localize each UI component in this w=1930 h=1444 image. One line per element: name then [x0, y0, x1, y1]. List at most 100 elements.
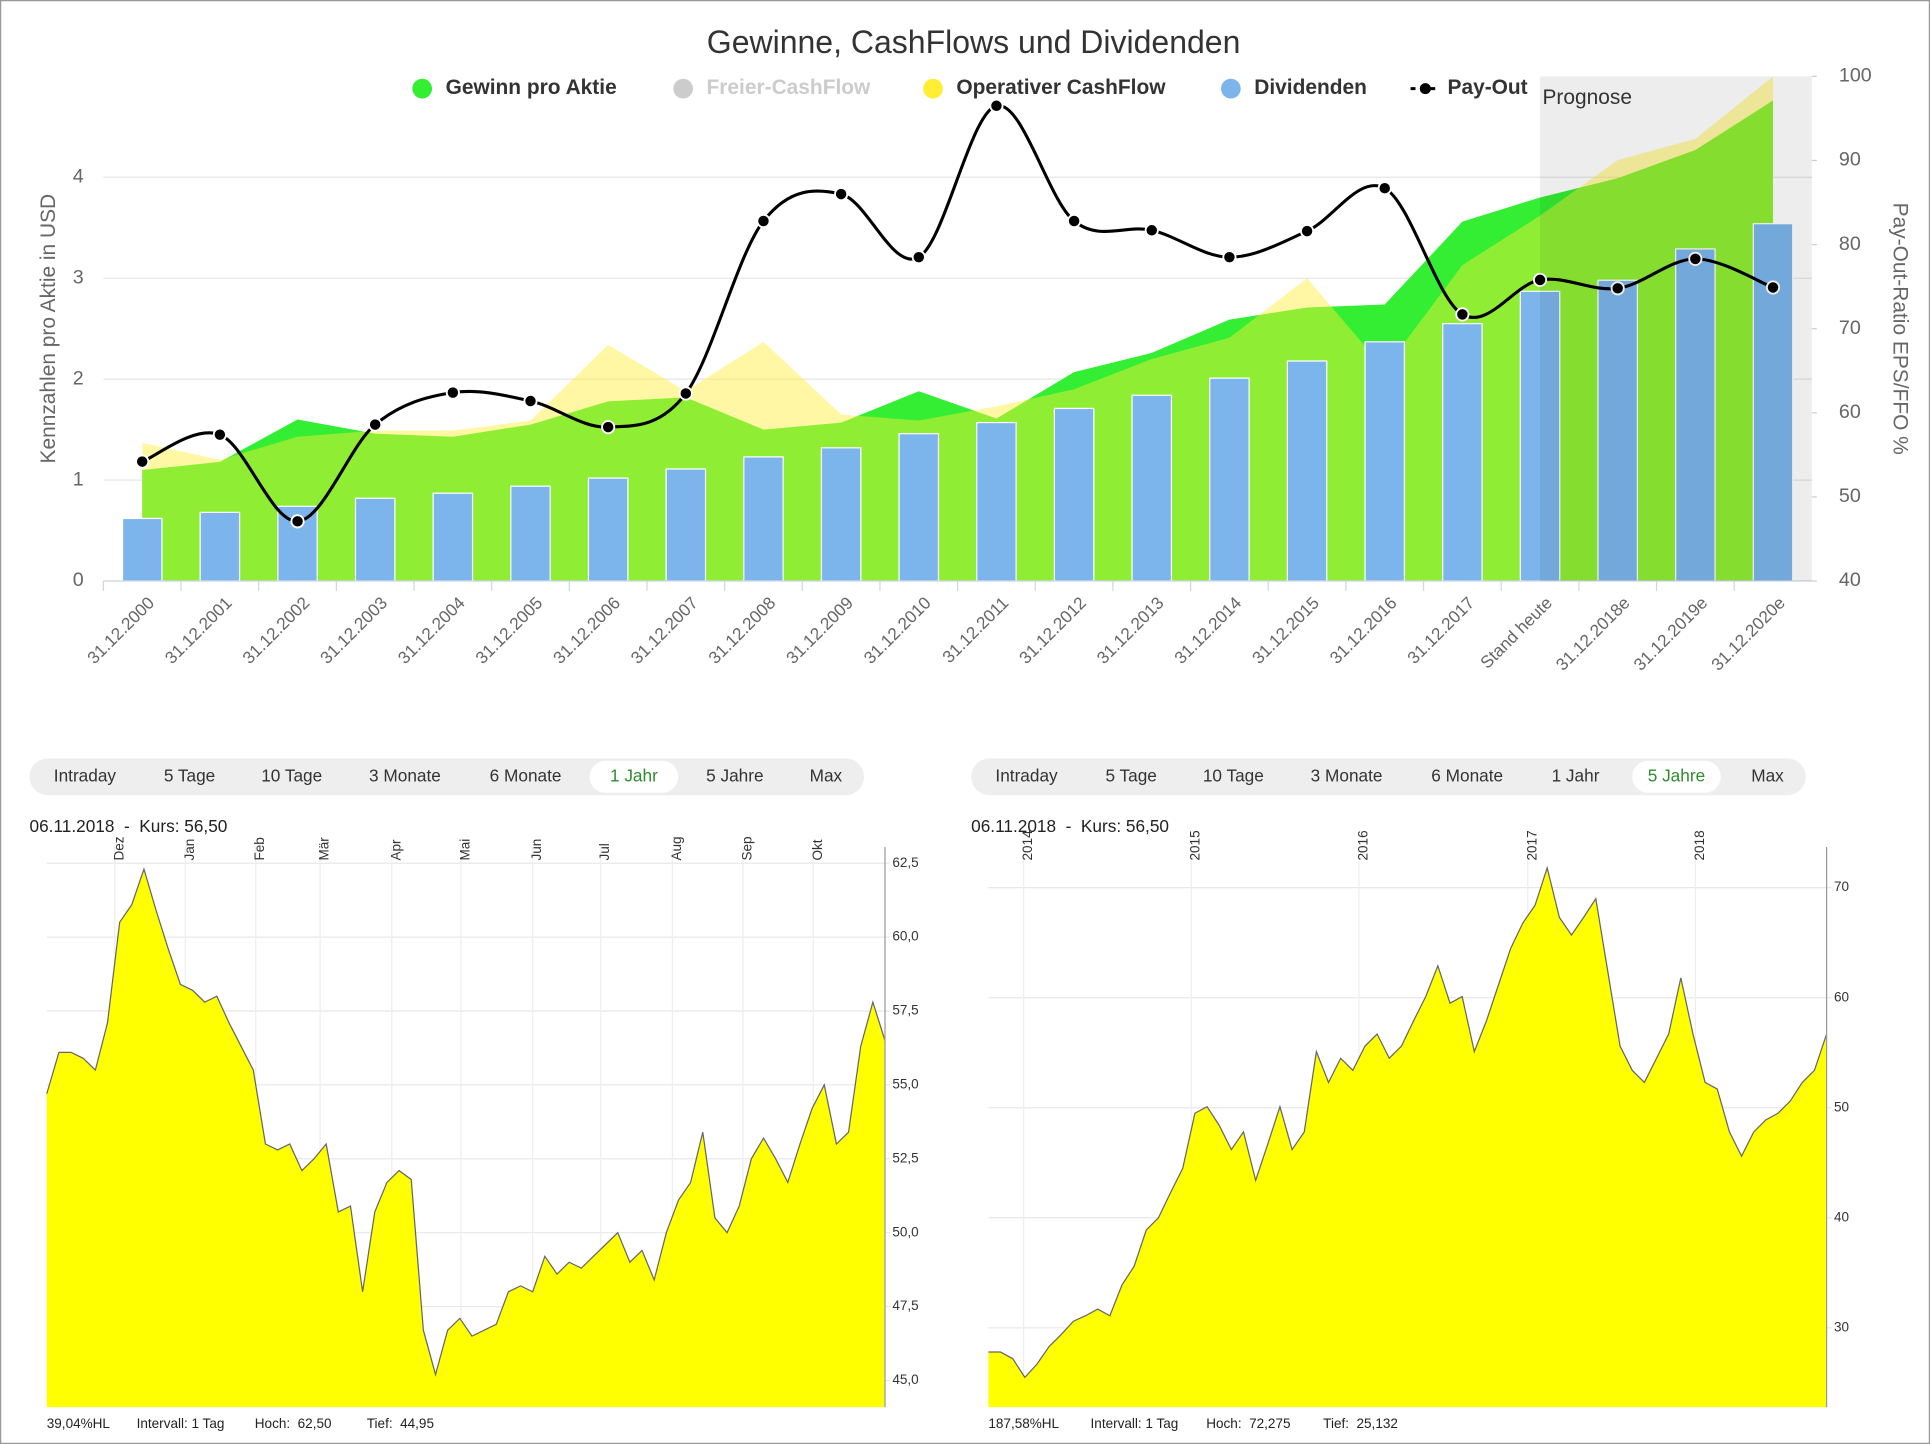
marker: [1299, 224, 1315, 239]
x-tick-label: 2016: [1355, 830, 1370, 860]
bar: [1053, 407, 1095, 582]
y2-tick-label: 100: [1839, 65, 1872, 87]
marker: [1765, 280, 1781, 295]
bar: [432, 492, 474, 582]
legend-label[interactable]: Gewinn pro Aktie: [446, 76, 617, 99]
range-button[interactable]: 6 Monate: [490, 765, 562, 785]
line: [141, 104, 1774, 523]
range-button[interactable]: 3 Monate: [1311, 765, 1383, 785]
footer-text: Tief: 44,95: [367, 1416, 434, 1431]
bar: [1209, 377, 1250, 582]
y-tick-label: 0: [73, 569, 84, 591]
range-button[interactable]: 10 Tage: [261, 765, 322, 785]
y-axis-label: Kennzahlen pro Aktie in USD: [37, 194, 60, 464]
price-info: 06.11.2018 - Kurs: 56,50: [971, 816, 1169, 836]
range-button[interactable]: Max: [810, 765, 843, 785]
y-tick-label: 52,5: [892, 1150, 918, 1165]
range-button[interactable]: Max: [1751, 765, 1784, 785]
range-button[interactable]: 5 Tage: [164, 765, 215, 785]
x-tick-label: 2017: [1524, 830, 1539, 860]
y2-tick-label: 50: [1839, 485, 1861, 507]
y-tick-label: 57,5: [892, 1003, 918, 1018]
range-button-selected[interactable]: [1632, 760, 1721, 793]
bar: [1286, 360, 1328, 582]
marker: [834, 187, 849, 202]
legend-label[interactable]: Pay-Out: [1448, 76, 1528, 99]
y-tick-label: 45,0: [892, 1372, 918, 1387]
range-button-selected[interactable]: [589, 760, 679, 793]
y-tick-label: 62,5: [892, 855, 918, 870]
marker: [911, 250, 926, 265]
range-button[interactable]: 5 Jahre: [706, 765, 763, 785]
price-line: [988, 865, 1828, 1379]
y-tick-label: 55,0: [892, 1076, 918, 1091]
y2-tick-label: 90: [1839, 149, 1861, 171]
bar: [743, 456, 784, 582]
bar: [199, 511, 241, 582]
legend-symbol[interactable]: [412, 78, 433, 99]
x-tick-label: Mai: [458, 839, 473, 861]
range-button[interactable]: 10 Tage: [1203, 765, 1264, 785]
x-tick-label: Mär: [317, 837, 332, 861]
range-button[interactable]: 1 Jahr: [610, 765, 658, 785]
marker: [135, 454, 150, 469]
y2-tick-label: 70: [1839, 317, 1861, 339]
bar: [898, 433, 940, 582]
y-tick-label: 3: [73, 266, 84, 288]
marker: [1144, 223, 1159, 238]
footer-text: 187,58%HL: [988, 1416, 1059, 1431]
y-tick-label: 40: [1834, 1209, 1849, 1224]
marker: [368, 417, 383, 432]
price-area: [988, 867, 1827, 1408]
legend-symbol[interactable]: [1419, 83, 1431, 95]
forecast-label: Prognose: [1543, 86, 1632, 109]
bar: [510, 485, 551, 582]
x-tick-label: Aug: [669, 836, 684, 860]
range-button[interactable]: 5 Tage: [1105, 765, 1156, 785]
marker: [212, 427, 227, 442]
footer-text: Hoch: 72,275: [1206, 1416, 1290, 1431]
range-bar: [971, 758, 1806, 796]
range-button[interactable]: Intraday: [995, 765, 1058, 785]
price-area: [46, 869, 885, 1408]
bar: [354, 497, 396, 582]
y-tick-label: 60,0: [892, 929, 918, 944]
marker: [290, 514, 305, 529]
y2-tick-label: 40: [1839, 569, 1861, 591]
x-tick-label: 2015: [1188, 830, 1203, 860]
y-tick-label: 1: [73, 468, 84, 490]
y2-tick-label: 60: [1839, 401, 1861, 423]
y-tick-label: 47,5: [892, 1298, 918, 1313]
legend-label[interactable]: Freier-CashFlow: [707, 76, 872, 99]
range-button[interactable]: 6 Monate: [1431, 765, 1503, 785]
legend-symbol[interactable]: [1221, 78, 1241, 99]
legend-symbol[interactable]: [673, 78, 693, 99]
legend-label[interactable]: Operativer CashFlow: [956, 76, 1166, 99]
legend-symbol[interactable]: [923, 78, 943, 99]
bar: [976, 421, 1017, 582]
marker: [678, 386, 693, 401]
chart-title: Gewinne, CashFlows und Dividenden: [707, 24, 1241, 60]
range-button[interactable]: Intraday: [54, 765, 117, 785]
marker: [445, 385, 460, 400]
bar: [121, 517, 163, 582]
marker: [601, 420, 616, 435]
y-tick-label: 2: [73, 367, 84, 389]
price-info: 06.11.2018 - Kurs: 56,50: [30, 816, 228, 836]
marker: [1067, 213, 1082, 229]
footer-text: Intervall: 1 Tag: [137, 1416, 225, 1431]
legend-label[interactable]: Dividenden: [1254, 76, 1367, 99]
range-button[interactable]: 5 Jahre: [1648, 765, 1705, 785]
marker: [1455, 307, 1470, 322]
footer-text: Intervall: 1 Tag: [1091, 1416, 1179, 1431]
x-tick-label: Jun: [529, 839, 544, 861]
bar: [1131, 394, 1173, 582]
range-button[interactable]: 1 Jahr: [1552, 765, 1600, 785]
marker: [1222, 250, 1237, 265]
x-tick-label: Feb: [252, 837, 267, 860]
x-tick-label: Okt: [810, 839, 825, 860]
bar: [665, 468, 707, 582]
range-button[interactable]: 3 Monate: [369, 765, 441, 785]
x-tick-label: Sep: [739, 836, 754, 860]
